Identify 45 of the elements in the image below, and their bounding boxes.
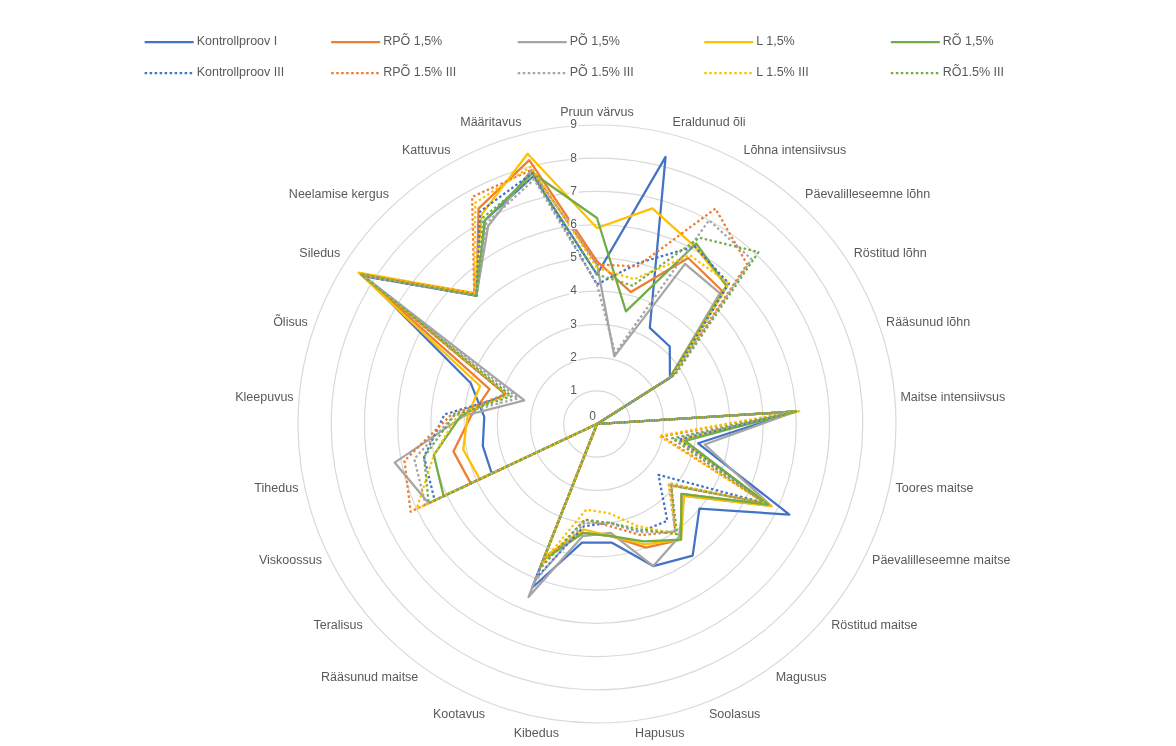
spoke-label: Magusus [775,669,827,684]
legend-label: RÕ 1,5% [942,33,994,49]
legend-label: L 1.5% III [756,65,809,80]
legend-label: RPÕ 1,5% [383,33,443,49]
spoke-label: Siledus [299,246,341,261]
spoke-label: Õlisus [273,314,308,330]
spoke-label: Neelamise kergus [288,187,389,202]
spoke-label: Pruun värvus [560,104,634,119]
spoke-label: Rääsunud maitse [321,669,419,684]
spoke-label: Kibedus [513,725,559,740]
y-tick-label: 5 [570,250,578,265]
spoke-label: Lõhna intensiivsus [743,142,847,157]
spoke-label: Röstitud lõhn [853,246,927,261]
spoke-label: Soolasus [708,706,761,721]
y-tick-label: 3 [570,316,578,331]
legend-label: L 1,5% [756,34,795,49]
spoke-label: Röstitud maitse [831,617,918,632]
y-tick-label: 0 [589,409,597,424]
legend-label: Kontrollproov I [196,34,278,49]
spoke-label: Eraldunud õli [672,114,746,129]
y-tick-label: 7 [570,183,578,198]
spoke-label: Toores maitse [895,480,974,495]
y-tick-label: 1 [570,383,578,398]
legend-label: PÕ 1,5% [569,33,620,49]
spoke-label: Maitse intensiivsus [900,389,1006,404]
spoke-label: Kootavus [432,706,486,721]
y-tick-label: 2 [570,349,578,364]
spoke-label: Päevalilleseemne maitse [872,553,1011,568]
spoke-label: Rääsunud lõhn [886,315,971,330]
y-tick-label: 6 [570,216,578,231]
legend-label: RPÕ 1.5% III [383,64,457,80]
legend-label: PÕ 1.5% III [569,64,634,80]
spoke-label: Viskoossus [258,553,322,568]
y-tick-label: 4 [570,283,578,298]
spoke-label: Kattuvus [401,142,451,157]
spoke-label: Hapusus [635,725,685,740]
spoke-label: Kleepuvus [235,389,294,404]
spoke-label: Määritavus [460,114,522,129]
y-tick-label: 9 [570,117,578,132]
spoke-label: Tihedus [254,480,299,495]
y-tick-label: 8 [570,150,578,165]
spoke-label: Päevalilleseemne lõhn [805,187,931,202]
legend-label: Kontrollproov III [196,65,285,80]
legend-label: RÕ1.5% III [942,64,1004,80]
spoke-label: Teralisus [313,617,363,632]
